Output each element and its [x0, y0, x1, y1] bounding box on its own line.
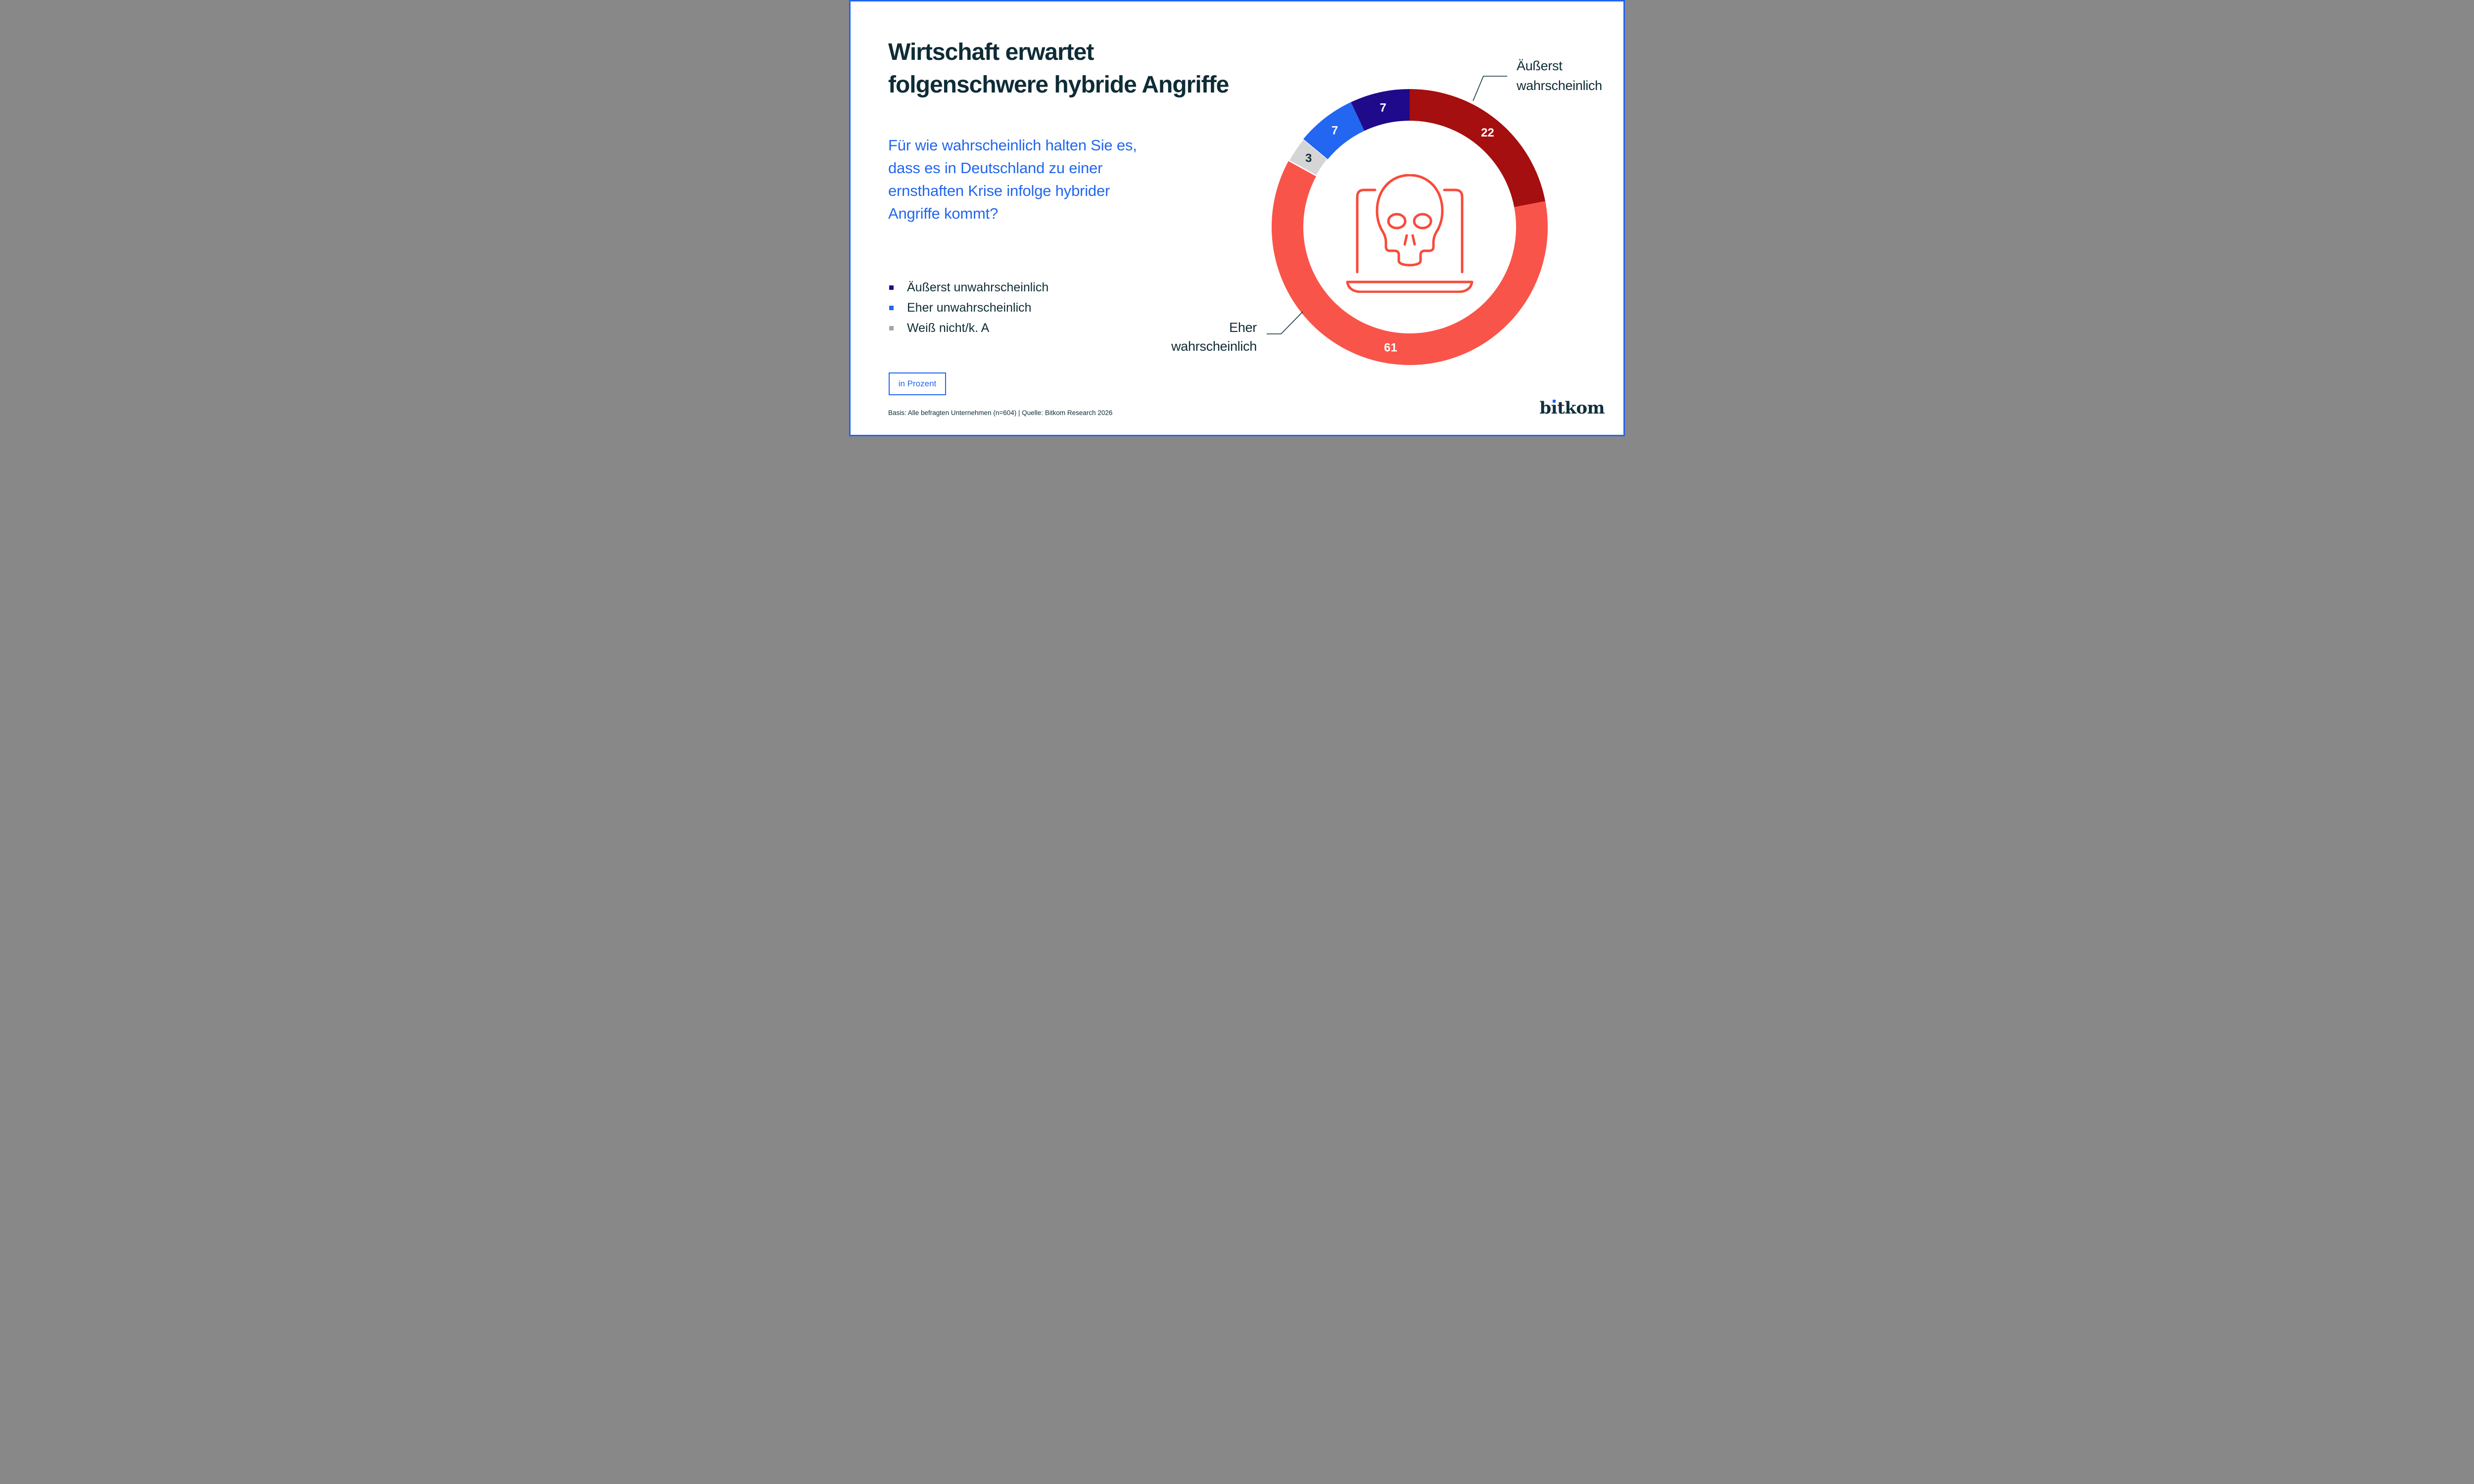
logo-part-b: b [1539, 398, 1551, 418]
callout-label-aeusserst-wahrscheinlich: Äußerst wahrscheinlich [1517, 58, 1602, 93]
skull-nostril-left [1403, 234, 1408, 246]
donut-segment--u-erst-unwahrscheinlich [1351, 89, 1410, 131]
donut-value-22: 22 [1481, 126, 1494, 139]
unit-badge: in Prozent [889, 372, 946, 395]
legend-swatch-blue-icon [889, 306, 894, 310]
legend-item-label: Weiß nicht/k. A [907, 321, 990, 335]
logo-i-stem: ı [1551, 398, 1558, 418]
donut-chart-svg: 22 61 3 7 7 [1272, 89, 1548, 365]
skull-right-eye [1413, 213, 1432, 230]
page-title-line-2: folgenschwere hybride Angriffe [888, 72, 1229, 98]
infographic-card: Wirtschaft erwartet folgenschwere hybrid… [849, 0, 1625, 436]
legend: Äußerst unwahrscheinlich Eher unwahrsche… [889, 278, 1048, 338]
logo-part-tkom: tkom [1557, 398, 1605, 418]
donut-segment--u-erst-wahrscheinlich [1410, 89, 1546, 207]
donut-segment-eher-wahrscheinlich [1272, 160, 1548, 365]
laptop-screen-right-bracket [1443, 188, 1464, 274]
survey-question-line-3: ernsthaften Krise infolge hybrider [888, 182, 1110, 199]
survey-question-line-4: Angriffe kommt? [888, 205, 999, 222]
legend-item-label: Äußerst unwahrscheinlich [907, 280, 1049, 294]
legend-item-aeusserst-unwahrscheinlich: Äußerst unwahrscheinlich [889, 278, 1048, 298]
survey-question: Für wie wahrscheinlich halten Sie es, da… [888, 134, 1137, 225]
unit-badge-label: in Prozent [898, 379, 937, 388]
donut-value-7: 7 [1380, 101, 1386, 114]
legend-swatch-gray-icon [889, 326, 894, 330]
donut-chart: 22 61 3 7 7 [1272, 89, 1548, 365]
skull-left-eye [1387, 213, 1407, 230]
legend-item-eher-unwahrscheinlich: Eher unwahrscheinlich [889, 298, 1048, 318]
source-note: Basis: Alle befragten Unternehmen (n=604… [888, 409, 1113, 417]
survey-question-line-1: Für wie wahrscheinlich halten Sie es, [888, 137, 1137, 154]
laptop-screen-left-bracket [1356, 188, 1377, 274]
survey-question-line-2: dass es in Deutschland zu einer [888, 159, 1103, 177]
skull-outline [1376, 174, 1444, 267]
skull-nostril-right [1411, 234, 1416, 246]
legend-swatch-navy-icon [889, 285, 894, 290]
laptop-base [1346, 280, 1474, 293]
donut-value-7: 7 [1332, 124, 1338, 137]
donut-value-61: 61 [1384, 341, 1397, 354]
logo-part-i: ı [1551, 398, 1558, 418]
donut-segment-eher-unwahrscheinlich [1303, 102, 1365, 159]
donut-value-3: 3 [1305, 152, 1312, 165]
legend-item-label: Eher unwahrscheinlich [907, 301, 1032, 315]
callout-label-eher-wahrscheinlich: Eher wahrscheinlich [1171, 320, 1257, 354]
donut-segment-wei-nicht-k-a [1287, 138, 1329, 177]
logo-i-dot-icon [1552, 400, 1556, 403]
laptop-skull-icon [1346, 174, 1474, 293]
legend-item-weiss-nicht: Weiß nicht/k. A [889, 318, 1048, 338]
bitkom-logo: bı tkom [1539, 399, 1605, 417]
page-title: Wirtschaft erwartet folgenschwere hybrid… [888, 36, 1229, 101]
page-title-line-1: Wirtschaft erwartet [888, 39, 1094, 65]
